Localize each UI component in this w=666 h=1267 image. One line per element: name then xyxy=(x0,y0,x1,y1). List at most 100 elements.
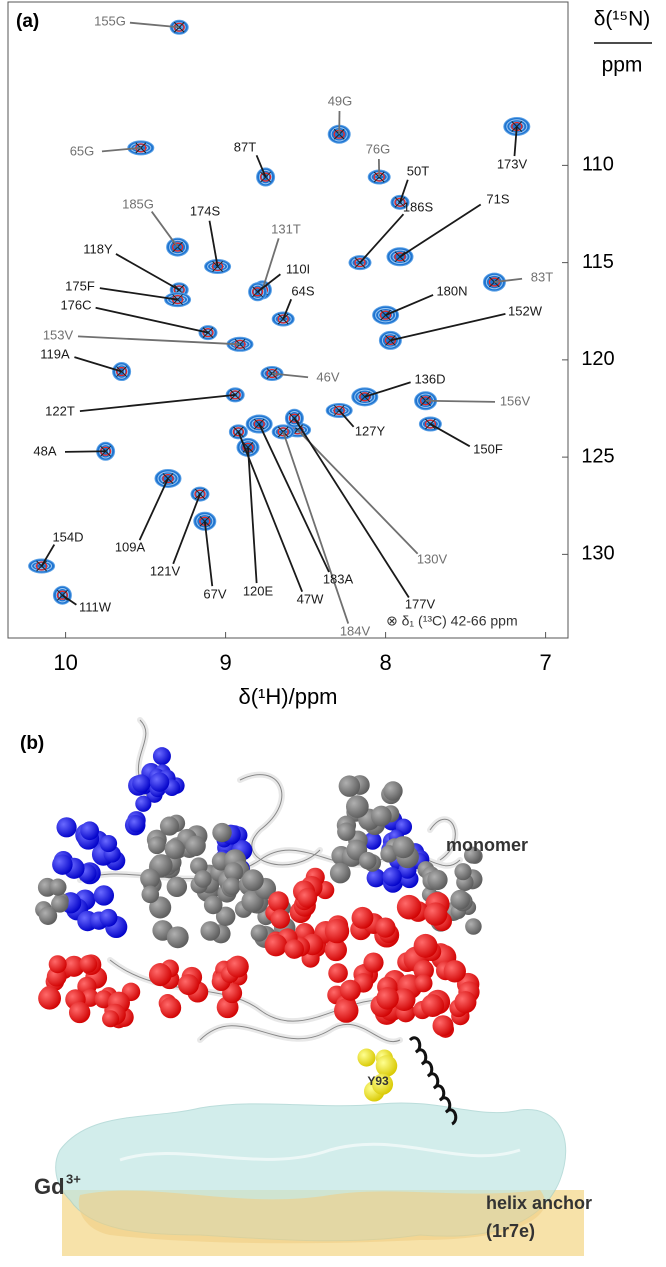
leader-line xyxy=(61,594,77,606)
panel-label: (b) xyxy=(20,733,44,754)
linker-helix xyxy=(408,1036,458,1126)
leader-line xyxy=(293,417,410,599)
atom-sphere xyxy=(334,998,359,1023)
peak-contour xyxy=(31,560,53,572)
leader-line xyxy=(359,213,405,264)
leader-line xyxy=(95,306,209,334)
cross-marker xyxy=(425,418,436,430)
cross-peak xyxy=(56,590,69,600)
cross-peak xyxy=(359,392,371,402)
atom-sphere xyxy=(338,775,361,797)
atom-sphere xyxy=(346,795,369,818)
leader-line xyxy=(364,381,411,398)
atom-sphere xyxy=(56,817,77,838)
atom-sphere xyxy=(337,822,356,841)
atom-sphere xyxy=(424,902,448,926)
leader-line xyxy=(338,409,355,428)
helix-outline xyxy=(119,1142,521,1162)
atom-sphere xyxy=(454,863,472,881)
peak-contour xyxy=(157,471,179,486)
atom-sphere xyxy=(80,821,100,841)
leader-line xyxy=(513,126,518,157)
atom-sphere xyxy=(324,938,347,962)
atom-sphere xyxy=(135,795,152,812)
leader-line xyxy=(138,478,169,541)
anchor-pdb: (1r7e) xyxy=(486,1221,535,1241)
atom-sphere xyxy=(413,933,438,958)
atom-sphere xyxy=(38,906,58,925)
leader-line xyxy=(99,287,178,301)
peak-contour xyxy=(251,284,265,299)
peak-label: 109A xyxy=(115,539,146,554)
peak-label: 49G xyxy=(328,93,353,108)
cross-peak xyxy=(259,172,272,182)
cross-peak xyxy=(162,473,174,484)
leader-line xyxy=(208,220,219,267)
cross-peak xyxy=(232,427,245,437)
peak-label: 175F xyxy=(65,278,95,293)
leader-line xyxy=(258,423,330,573)
peak-label: 119A xyxy=(40,346,70,361)
cross-marker xyxy=(212,261,223,272)
atom-sphere xyxy=(159,816,180,836)
protein xyxy=(35,717,483,1102)
ribbon-edge xyxy=(429,818,456,861)
leader-line xyxy=(296,429,419,555)
atom-sphere xyxy=(432,1015,454,1037)
peak xyxy=(351,387,379,407)
atom-sphere xyxy=(284,939,304,959)
atom-sphere xyxy=(371,1073,394,1095)
peak-label: 131T xyxy=(271,221,301,236)
peak-contour xyxy=(193,488,207,500)
y-axis-title: δ(¹⁵N) xyxy=(594,8,651,31)
peak-label: 184V xyxy=(340,623,371,638)
cross-peak xyxy=(253,419,265,429)
peak xyxy=(112,362,132,382)
atom-sphere xyxy=(363,952,384,973)
peak-contour xyxy=(248,416,270,432)
y-tick-label: 130 xyxy=(581,543,614,565)
cross-peak xyxy=(194,489,206,499)
peak-label: 76G xyxy=(366,141,391,156)
ribbon-edge xyxy=(199,1023,401,1043)
atom-sphere xyxy=(450,889,471,910)
peak-label: 155G xyxy=(94,13,126,28)
atom-sphere xyxy=(421,994,445,1018)
cross-marker xyxy=(253,418,265,430)
atom-sphere xyxy=(329,862,351,884)
y-tick-label: 115 xyxy=(582,251,614,273)
atom-sphere xyxy=(413,960,434,981)
cross-marker xyxy=(100,445,111,457)
peak xyxy=(127,140,155,156)
peak-label: 180N xyxy=(436,283,467,298)
atom-sphere xyxy=(224,862,244,882)
peak-label: 65G xyxy=(70,143,95,158)
peak-label: 47W xyxy=(297,591,324,606)
peak-label: 50T xyxy=(407,163,429,178)
atom-sphere xyxy=(226,955,249,978)
atom-sphere xyxy=(81,989,100,1007)
atom-sphere xyxy=(194,870,212,888)
leader-line xyxy=(172,493,201,565)
atom-sphere xyxy=(38,986,62,1010)
atom-sphere xyxy=(164,839,185,860)
peak-contour xyxy=(287,411,301,426)
atom-sphere xyxy=(166,926,189,949)
cross-marker xyxy=(234,338,246,350)
y-tick-label: 125 xyxy=(581,445,614,467)
atom-sphere xyxy=(99,834,118,853)
peak-label: 153V xyxy=(43,327,74,342)
peak-label: 71S xyxy=(486,191,509,206)
peak-contour xyxy=(351,257,369,268)
peak-label: 136D xyxy=(414,371,445,386)
leader-line xyxy=(399,203,482,258)
peak-contour xyxy=(381,333,399,348)
peak-label: 110I xyxy=(286,261,310,276)
atom-sphere xyxy=(443,960,466,983)
cross-marker xyxy=(266,368,278,379)
atom-sphere xyxy=(141,885,160,904)
leader-line xyxy=(115,253,180,291)
atom-sphere xyxy=(51,895,69,913)
atom-sphere xyxy=(160,997,182,1019)
